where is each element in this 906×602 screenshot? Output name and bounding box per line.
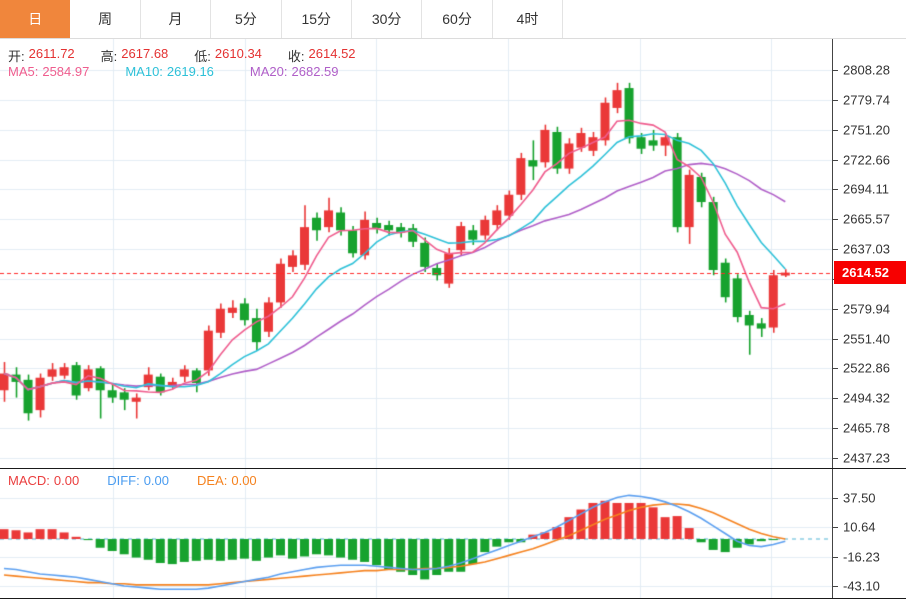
axis-tick bbox=[833, 498, 838, 500]
axis-tick bbox=[833, 586, 838, 588]
tab-6[interactable]: 30分 bbox=[351, 0, 423, 38]
tab-4[interactable]: 5分 bbox=[211, 0, 282, 38]
axis-tick bbox=[833, 70, 838, 71]
axis-tick bbox=[833, 129, 838, 131]
ma-readout: MA5: 2584.97 MA10: 2619.16 MA20: 2682.59 bbox=[8, 64, 339, 79]
tab-7[interactable]: 60分 bbox=[422, 0, 493, 38]
ma5-value: 2584.97 bbox=[42, 64, 90, 79]
axis-tick bbox=[833, 219, 838, 221]
open-label: 开: bbox=[8, 49, 25, 64]
ma20-readout: MA20: 2682.59 bbox=[250, 64, 339, 79]
price-axis-label: 2779.74 bbox=[843, 92, 890, 108]
tab-2[interactable]: 周 bbox=[70, 0, 141, 38]
ma20-label: MA20: bbox=[249, 64, 288, 79]
price-axis-label: 2808.28 bbox=[843, 62, 890, 78]
price-axis-label: 2494.32 bbox=[843, 390, 890, 406]
price-axis-label: 2751.20 bbox=[843, 122, 890, 138]
price-axis-label: 2522.86 bbox=[843, 360, 890, 376]
macd-readout: MACD: 0.00 DIFF: 0.00 DEA: 0.00 bbox=[8, 473, 257, 488]
macd-axis-label: -43.10 bbox=[843, 578, 880, 594]
diff-value-readout: DIFF: 0.00 bbox=[107, 473, 169, 488]
ma5-label: MA5: bbox=[8, 64, 39, 79]
price-axis-label: 2637.03 bbox=[843, 241, 890, 257]
panel-separator bbox=[0, 468, 906, 469]
high-label: 高: bbox=[100, 49, 118, 64]
price-axis-label: 2465.78 bbox=[843, 420, 890, 436]
low-value: 2610.34 bbox=[214, 46, 262, 61]
ma10-readout: MA10: 2619.16 bbox=[125, 64, 214, 79]
axis-tick bbox=[833, 398, 838, 400]
axis-tick bbox=[833, 189, 838, 191]
current-price-value: 2614.52 bbox=[842, 265, 889, 281]
dea-value-readout: DEA: 0.00 bbox=[197, 473, 257, 488]
macd-label: MACD: bbox=[8, 473, 50, 488]
axis-tick bbox=[833, 159, 838, 161]
axis-tick bbox=[833, 368, 838, 370]
axis-tick bbox=[833, 527, 838, 529]
price-axis-label: 2722.66 bbox=[843, 152, 890, 168]
tab-8[interactable]: 4时 bbox=[492, 0, 564, 38]
ma10-value: 2619.16 bbox=[166, 64, 214, 79]
diff-label: DIFF: bbox=[107, 473, 140, 488]
ma5-readout: MA5: 2584.97 bbox=[8, 64, 89, 79]
tab-3[interactable]: 月 bbox=[140, 0, 212, 38]
axis-tick bbox=[833, 99, 838, 101]
low-readout: 低: 2610.34 bbox=[194, 46, 262, 65]
macd-axis-label: 10.64 bbox=[843, 519, 876, 535]
high-readout: 高: 2617.68 bbox=[101, 46, 169, 65]
axis-tick bbox=[833, 458, 838, 459]
price-axis-label: 2437.23 bbox=[843, 450, 890, 466]
high-value: 2617.68 bbox=[121, 46, 169, 61]
axis-tick bbox=[833, 249, 838, 251]
price-axis-label: 2665.57 bbox=[843, 211, 890, 227]
macd-axis-label: -16.23 bbox=[843, 549, 880, 565]
low-label: 低: bbox=[194, 49, 211, 64]
bottom-border bbox=[0, 598, 906, 599]
diff-value: 0.00 bbox=[143, 473, 170, 488]
axis-tick bbox=[833, 556, 838, 558]
ohlc-readout: 开: 2611.72 高: 2617.68 低: 2610.34 收: 2614… bbox=[8, 46, 356, 65]
axis-tick bbox=[833, 428, 838, 430]
macd-value: 0.00 bbox=[53, 473, 80, 488]
close-readout: 收: 2614.52 bbox=[288, 46, 356, 65]
axis-line bbox=[832, 38, 833, 598]
close-label: 收: bbox=[287, 49, 305, 64]
price-axis-label: 2579.94 bbox=[843, 301, 890, 317]
ma20-value: 2682.59 bbox=[291, 64, 339, 79]
timeframe-tabbar: 日周月 5分 15分 30分 60分 4时 bbox=[0, 0, 906, 39]
tab-1[interactable]: 日 bbox=[0, 0, 71, 38]
macd-value-readout: MACD: 0.00 bbox=[8, 473, 79, 488]
tab-5[interactable]: 15分 bbox=[281, 0, 352, 38]
macd-axis-label: 37.50 bbox=[843, 490, 876, 506]
price-axis: 2808.28 2779.74 2751.20 2722.66 2694.11 2665.… bbox=[833, 39, 906, 598]
dea-value: 0.00 bbox=[231, 473, 257, 488]
axis-tick bbox=[833, 308, 838, 310]
open-readout: 开: 2611.72 bbox=[8, 46, 75, 65]
open-value: 2611.72 bbox=[28, 46, 75, 61]
price-axis-label: 2694.11 bbox=[843, 181, 890, 197]
current-price-tag: 2614.52 bbox=[834, 261, 906, 285]
dea-label: DEA: bbox=[197, 473, 228, 488]
price-axis-label: 2551.40 bbox=[843, 331, 890, 347]
axis-tick bbox=[833, 338, 838, 340]
ma10-label: MA10: bbox=[125, 64, 163, 79]
close-value: 2614.52 bbox=[308, 46, 356, 61]
